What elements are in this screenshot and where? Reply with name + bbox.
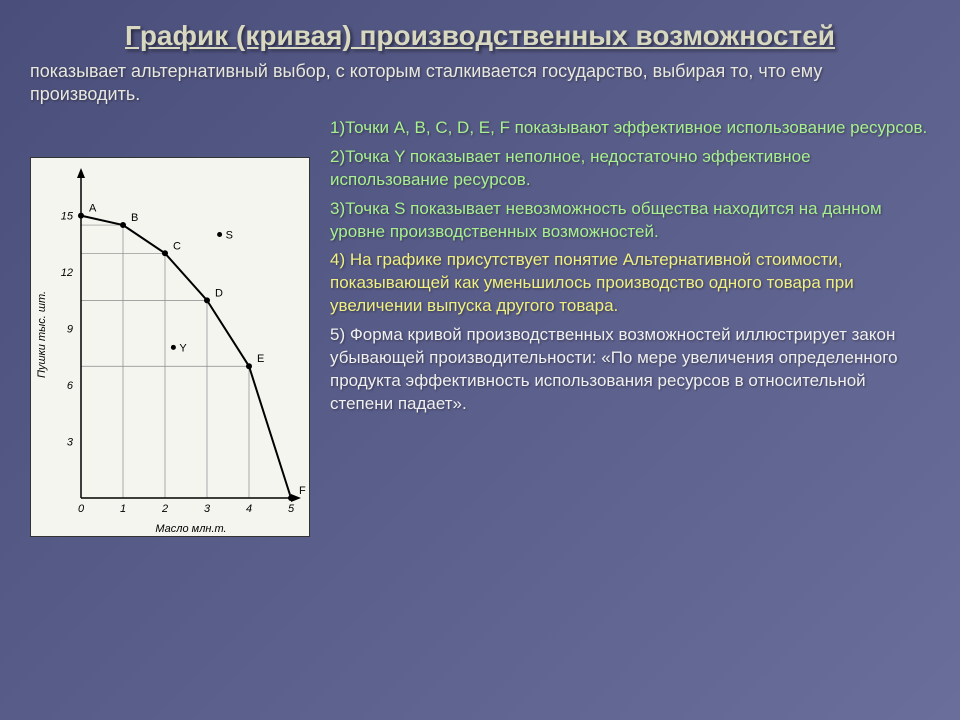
svg-text:S: S <box>226 229 233 241</box>
svg-text:D: D <box>215 287 223 299</box>
bullet-point: 4) На графике присутствует понятие Альте… <box>330 249 930 318</box>
svg-text:A: A <box>89 202 97 214</box>
svg-text:3: 3 <box>204 503 211 515</box>
svg-text:6: 6 <box>67 380 74 392</box>
svg-text:Пушки тыс. шт.: Пушки тыс. шт. <box>36 291 48 378</box>
slide-title: График (кривая) производственных возможн… <box>30 20 930 52</box>
svg-text:0: 0 <box>78 503 85 515</box>
svg-text:9: 9 <box>67 323 73 335</box>
svg-text:Y: Y <box>179 342 187 354</box>
svg-text:Масло млн.т.: Масло млн.т. <box>155 523 226 535</box>
svg-text:15: 15 <box>61 210 74 222</box>
ppf-chart: 0123453691215ABCDEFYSМасло млн.т.Пушки т… <box>30 157 310 537</box>
bullet-list: 1)Точки A, B, C, D, E, F показывают эффе… <box>310 117 930 537</box>
svg-text:1: 1 <box>120 503 126 515</box>
svg-text:F: F <box>299 485 306 497</box>
bullet-point: 3)Точка S показывает невозможность общес… <box>330 198 930 244</box>
svg-text:B: B <box>131 212 138 224</box>
svg-text:2: 2 <box>161 503 168 515</box>
bullet-point: 1)Точки A, B, C, D, E, F показывают эффе… <box>330 117 930 140</box>
bullet-point: 2)Точка Y показывает неполное, недостато… <box>330 146 930 192</box>
svg-text:12: 12 <box>61 267 73 279</box>
bullet-point: 5) Форма кривой производственных возможн… <box>330 324 930 416</box>
chart-svg: 0123453691215ABCDEFYSМасло млн.т.Пушки т… <box>31 158 311 538</box>
slide-subtitle: показывает альтернативный выбор, с котор… <box>30 60 930 107</box>
svg-text:C: C <box>173 240 181 252</box>
content-row: 0123453691215ABCDEFYSМасло млн.т.Пушки т… <box>30 117 930 537</box>
slide: График (кривая) производственных возможн… <box>0 0 960 557</box>
svg-text:5: 5 <box>288 503 295 515</box>
svg-text:3: 3 <box>67 436 74 448</box>
svg-text:4: 4 <box>246 503 252 515</box>
svg-text:E: E <box>257 353 264 365</box>
